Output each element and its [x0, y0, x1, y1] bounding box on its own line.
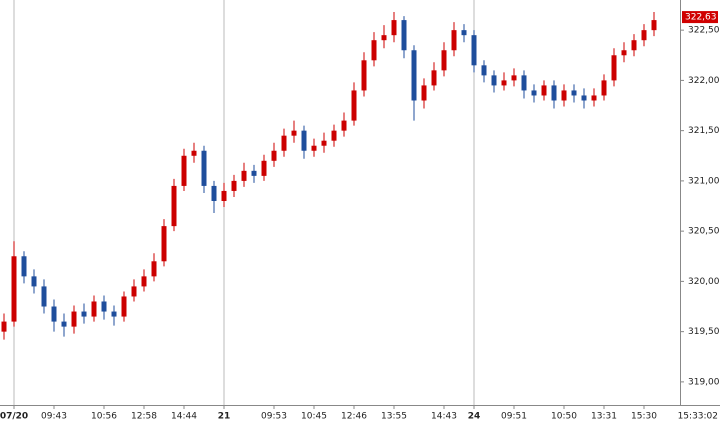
last-price-label: 322,63: [685, 13, 717, 23]
candle-body: [541, 85, 547, 96]
candle-body: [361, 60, 367, 91]
x-tick-label: 13:31: [591, 412, 617, 422]
candle-body: [621, 50, 627, 56]
candle-body: [341, 120, 347, 131]
candle-body: [491, 75, 497, 86]
x-tick-label: 15:30: [631, 412, 657, 422]
candle-body: [161, 226, 167, 262]
x-tick-label: 10:45: [301, 412, 327, 422]
candle-body: [181, 155, 187, 186]
x-tick-label: 09:53: [261, 412, 287, 422]
y-tick-label: 321,00: [688, 176, 720, 186]
y-tick-label: 322,50: [688, 26, 720, 36]
candle-body: [371, 40, 377, 61]
x-tick-label: 14:44: [171, 412, 197, 422]
candle-body: [201, 150, 207, 186]
last-price-box: [682, 11, 718, 24]
x-tick-label: 21: [218, 412, 231, 422]
candle-body: [461, 30, 467, 36]
candle-body: [651, 20, 657, 31]
candle-body: [351, 90, 357, 121]
candle-body: [51, 306, 57, 322]
candle-body: [11, 256, 17, 322]
candle-body: [111, 311, 117, 317]
candle-body: [411, 50, 417, 101]
candle-body: [381, 35, 387, 41]
candle-body: [1, 321, 7, 332]
candle-body: [121, 296, 127, 317]
candle-body: [321, 140, 327, 146]
x-tick-label: 24: [468, 412, 481, 422]
candle-body: [571, 90, 577, 96]
candle-body: [101, 301, 107, 312]
candle-body: [21, 256, 27, 277]
candle-body: [291, 130, 297, 136]
y-tick-label: 321,50: [688, 126, 720, 136]
x-tick-label: 12:46: [341, 412, 367, 422]
candle-body: [81, 311, 87, 317]
x-tick-label: 09:43: [41, 412, 67, 422]
candle-body: [441, 50, 447, 71]
x-tick-label: 12:58: [131, 412, 157, 422]
candle-body: [191, 150, 197, 156]
candle-body: [41, 286, 47, 307]
candle-body: [91, 301, 97, 317]
candle-body: [231, 180, 237, 191]
candle-body: [171, 185, 177, 227]
candle-body: [271, 150, 277, 161]
candle-body: [551, 85, 557, 101]
x-tick-label: 10:56: [91, 412, 117, 422]
candle-body: [221, 190, 227, 201]
timestamp: 15:33:02: [678, 412, 718, 422]
candle-body: [631, 40, 637, 51]
y-tick-label: 320,50: [688, 227, 720, 237]
candle-body: [331, 130, 337, 141]
x-tick-label: 14:43: [431, 412, 457, 422]
candle-body: [451, 30, 457, 51]
candle-body: [141, 276, 147, 287]
x-tick-label: 09:51: [501, 412, 527, 422]
y-tick-label: 322,00: [688, 76, 720, 86]
candle-body: [311, 145, 317, 151]
candle-body: [421, 85, 427, 101]
x-tick-label: 13:55: [381, 412, 407, 422]
candle-body: [281, 135, 287, 151]
candle-body: [481, 65, 487, 76]
x-tick-label: 10:50: [551, 412, 577, 422]
candle-body: [241, 170, 247, 181]
candle-body: [591, 95, 597, 101]
candle-body: [471, 35, 477, 66]
candle-body: [151, 261, 157, 277]
candle-body: [581, 95, 587, 101]
candle-body: [391, 20, 397, 36]
candle-body: [641, 30, 647, 41]
candle-body: [61, 321, 67, 327]
candle-body: [261, 160, 267, 176]
candle-body: [431, 70, 437, 86]
candle-body: [401, 20, 407, 51]
candle-body: [131, 286, 137, 297]
y-tick-label: 319,50: [688, 327, 720, 337]
candle-body: [531, 90, 537, 96]
candle-body: [211, 185, 217, 201]
candle-body: [71, 311, 77, 327]
candle-body: [601, 80, 607, 96]
candle-body: [251, 170, 257, 176]
candle-body: [31, 276, 37, 287]
candle-body: [301, 130, 307, 151]
candle-body: [511, 75, 517, 81]
candle-body: [521, 75, 527, 91]
candle-body: [561, 90, 567, 101]
x-tick-label: 07/20: [0, 412, 28, 422]
candle-body: [501, 80, 507, 86]
y-tick-label: 320,00: [688, 277, 720, 287]
y-tick-label: 319,00: [688, 377, 720, 387]
candle-body: [611, 55, 617, 81]
